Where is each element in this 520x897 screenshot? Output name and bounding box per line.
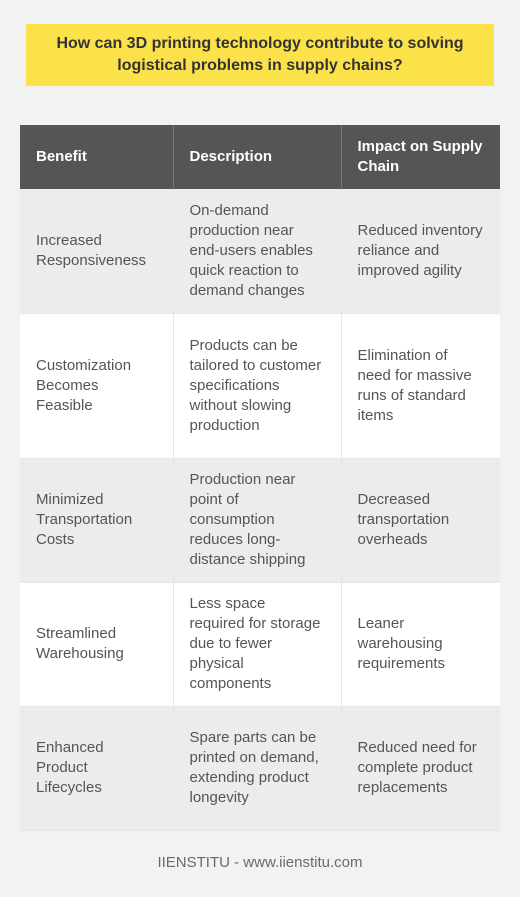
benefit-cell: Customization Becomes Feasible [20, 313, 174, 459]
header-impact: Impact on Supply Chain [341, 125, 500, 189]
footer-credit: IIENSTITU - www.iienstitu.com [157, 854, 363, 871]
benefit-cell: Enhanced Product Lifecycles [20, 706, 174, 831]
description-cell: Less space required for storage due to f… [173, 582, 342, 707]
table-row: Increased Responsiveness On-demand produ… [20, 189, 500, 314]
benefit-cell: Minimized Transportation Costs [20, 458, 174, 583]
description-cell: Production near point of consumption red… [173, 458, 342, 583]
table-row: Streamlined Warehousing Less space requi… [20, 582, 500, 707]
benefits-table: Benefit Description Impact on Supply Cha… [20, 125, 500, 831]
header-benefit: Benefit [20, 125, 174, 189]
benefit-cell: Increased Responsiveness [20, 189, 174, 314]
table-row: Customization Becomes Feasible Products … [20, 313, 500, 459]
table-row: Minimized Transportation Costs Productio… [20, 458, 500, 583]
description-cell: Products can be tailored to customer spe… [173, 313, 342, 459]
impact-cell: Elimination of need for massive runs of … [341, 313, 500, 459]
table-header-row: Benefit Description Impact on Supply Cha… [20, 125, 500, 189]
table-row: Enhanced Product Lifecycles Spare parts … [20, 706, 500, 831]
benefit-cell: Streamlined Warehousing [20, 582, 174, 707]
impact-cell: Leaner warehousing requirements [341, 582, 500, 707]
description-cell: Spare parts can be printed on demand, ex… [173, 706, 342, 831]
impact-cell: Reduced inventory reliance and improved … [341, 189, 500, 314]
impact-cell: Reduced need for complete product replac… [341, 706, 500, 831]
impact-cell: Decreased transportation overheads [341, 458, 500, 583]
header-description: Description [173, 125, 342, 189]
page-title: How can 3D printing technology contribut… [26, 24, 494, 86]
description-cell: On-demand production near end-users enab… [173, 189, 342, 314]
